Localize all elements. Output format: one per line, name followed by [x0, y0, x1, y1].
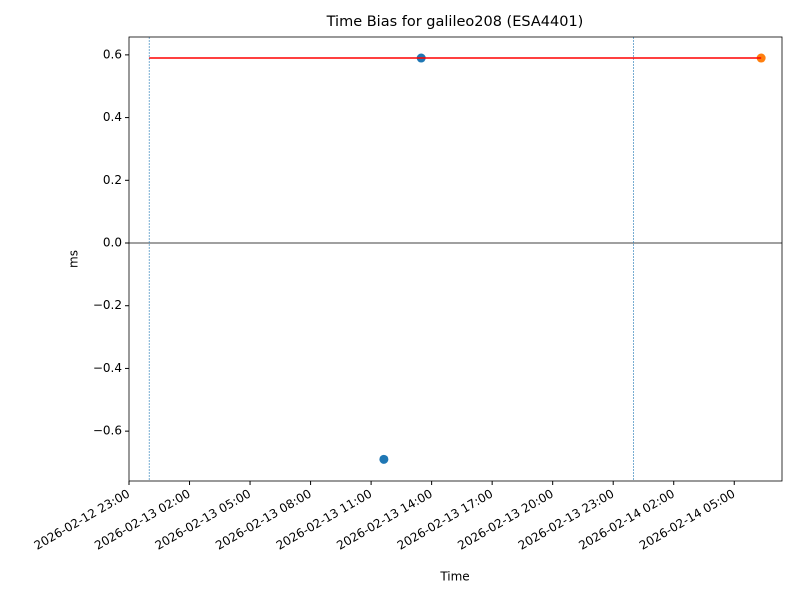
y-tick-label: −0.6 [93, 424, 122, 438]
y-tick-label: −0.4 [93, 361, 122, 375]
y-tick-label: 0.0 [103, 236, 122, 250]
chart-title: Time Bias for galileo208 (ESA4401) [326, 14, 584, 30]
y-tick-label: −0.2 [93, 298, 122, 312]
point [379, 454, 389, 464]
x-tick-label: 2026-02-12 23:00 [32, 487, 133, 553]
y-tick-label: 0.2 [103, 173, 122, 187]
y-tick-label: 0.4 [103, 110, 122, 124]
y-tick-label: 0.6 [103, 47, 122, 61]
y-axis-label: ms [67, 250, 81, 268]
plot-frame [128, 36, 783, 482]
x-axis-label: Time [439, 570, 469, 584]
